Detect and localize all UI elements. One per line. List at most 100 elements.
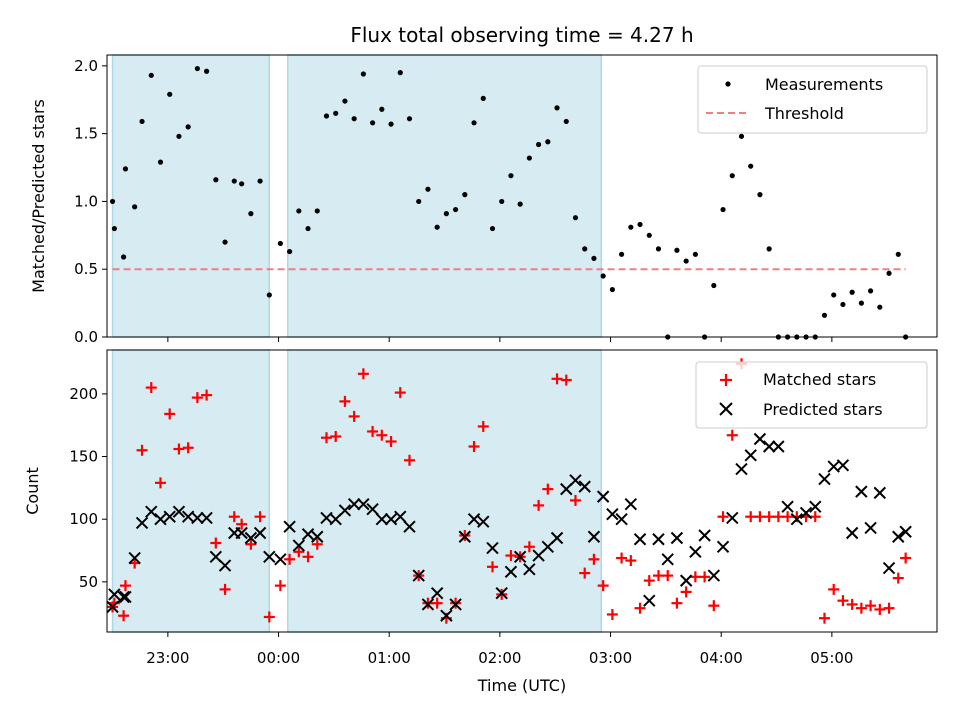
measurement-point xyxy=(379,106,385,112)
measurement-point xyxy=(692,251,698,257)
matched-stars-point xyxy=(745,511,757,523)
matched-stars-point xyxy=(236,518,248,530)
predicted-stars-point xyxy=(495,586,508,600)
top-shaded-interval-0 xyxy=(111,54,271,338)
measurement-point xyxy=(489,225,496,232)
measurement-point xyxy=(729,173,735,179)
predicted-stars-point xyxy=(218,559,232,572)
matched-stars-point xyxy=(284,553,296,565)
predicted-stars-point xyxy=(799,506,813,520)
predicted-stars-point xyxy=(263,550,276,564)
measurement-point xyxy=(296,208,302,214)
predicted-stars-point xyxy=(624,497,638,511)
matched-stars-point xyxy=(579,567,591,579)
measurement-point xyxy=(757,192,763,198)
predicted-stars-point xyxy=(274,553,287,566)
legend-measurements-marker xyxy=(725,81,731,87)
matched-stars-point xyxy=(376,429,388,441)
predicted-stars-point xyxy=(244,531,258,545)
measurement-point xyxy=(370,120,376,126)
measurement-point xyxy=(248,211,254,217)
predicted-stars-point xyxy=(753,432,767,446)
matched-stars-point xyxy=(367,425,379,437)
measurement-point xyxy=(674,247,680,253)
measurement-point xyxy=(176,133,182,139)
x-tick-label-6: 05:00 xyxy=(810,649,853,667)
matched-stars-point xyxy=(228,511,240,523)
predicted-stars-point xyxy=(679,574,693,587)
measurement-point xyxy=(287,248,293,255)
matched-stars-point xyxy=(606,608,618,620)
matched-stars-point xyxy=(754,511,766,523)
matched-stars-point xyxy=(837,595,849,607)
measurement-point xyxy=(554,105,560,111)
predicted-stars-point xyxy=(855,485,868,498)
measurement-point xyxy=(582,246,588,252)
bottom-legend: Matched stars Predicted stars xyxy=(695,361,928,429)
predicted-stars-point xyxy=(873,486,887,500)
predicted-stars-point xyxy=(191,511,204,525)
top-shaded-interval-1 xyxy=(287,54,603,338)
measurement-point xyxy=(397,70,403,76)
predicted-stars-point xyxy=(421,598,435,611)
measurement-point xyxy=(711,282,717,289)
measurement-point xyxy=(194,65,200,72)
matched-stars-point xyxy=(726,429,738,441)
matched-stars-point xyxy=(523,541,535,553)
predicted-stars-point xyxy=(301,528,315,541)
x-tick-label-5: 04:00 xyxy=(700,649,743,667)
top-y-tick-label-1: 0.5 xyxy=(74,260,98,278)
legend-predicted-label: Predicted stars xyxy=(763,400,883,419)
predicted-stars-point xyxy=(523,563,536,576)
predicted-stars-point xyxy=(633,533,647,546)
top-plot-frame xyxy=(106,54,938,338)
predicted-stars-point xyxy=(135,516,149,530)
matched-stars-point xyxy=(108,597,120,609)
measurement-point xyxy=(121,254,127,260)
predicted-stars-point xyxy=(661,553,674,566)
measurement-point xyxy=(333,110,339,116)
matched-stars-point xyxy=(136,444,148,456)
measurement-point xyxy=(480,95,486,101)
predicted-stars-point xyxy=(892,530,905,543)
predicted-stars-point xyxy=(449,598,462,611)
predicted-stars-point xyxy=(477,515,490,528)
matched-stars-point xyxy=(652,570,664,582)
predicted-stars-point xyxy=(726,511,739,525)
matched-stars-point xyxy=(119,580,131,592)
bottom-series xyxy=(106,358,912,624)
measurement-point xyxy=(720,206,726,213)
measurement-point xyxy=(748,163,754,169)
measurement-point xyxy=(231,178,237,184)
top-legend: Measurements Threshold xyxy=(697,65,928,134)
counts-panel: 50 100 150 200 Count Matched stars Predicte… xyxy=(23,349,938,637)
predicted-stars-point xyxy=(430,586,444,600)
matched-stars-point xyxy=(763,511,775,523)
matched-stars-point xyxy=(431,597,443,609)
predicted-stars-point xyxy=(235,526,248,540)
matched-stars-point xyxy=(900,552,912,564)
matched-stars-point xyxy=(625,555,637,567)
matched-stars-point xyxy=(505,550,517,562)
bottom-legend-box xyxy=(695,361,928,429)
predicted-stars-point xyxy=(338,504,352,517)
measurement-point xyxy=(609,286,615,293)
predicted-stars-point xyxy=(735,462,748,476)
measurement-point xyxy=(508,173,514,179)
predicted-stars-point xyxy=(513,550,527,564)
top-shaded-intervals xyxy=(111,54,603,338)
x-axis-label: Time (UTC) xyxy=(477,676,566,695)
predicted-stars-point xyxy=(394,510,407,523)
matched-stars-point xyxy=(708,600,720,612)
x-tick-label-3: 02:00 xyxy=(478,649,521,667)
matched-stars-point xyxy=(339,395,351,407)
measurement-point xyxy=(683,258,689,264)
predicted-stars-point xyxy=(790,512,804,526)
measurement-point xyxy=(471,120,477,126)
matched-stars-point xyxy=(809,511,821,523)
predicted-stars-point xyxy=(458,530,472,543)
measurement-point xyxy=(572,215,579,221)
matched-stars-point xyxy=(883,602,895,614)
measurement-point xyxy=(821,312,828,318)
